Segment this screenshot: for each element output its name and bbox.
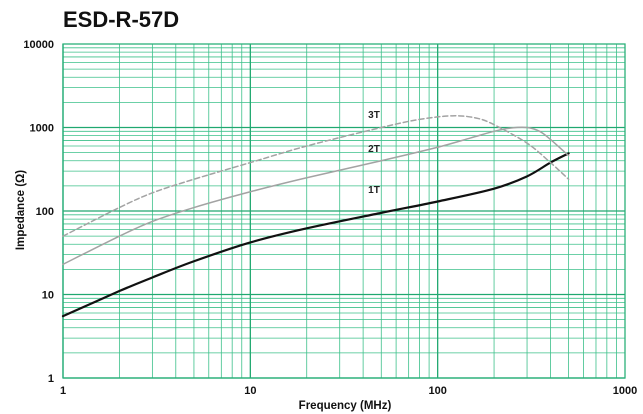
series-line-3t [62, 115, 570, 237]
series-labels: 1T 2T 3T [368, 110, 380, 196]
y-tick-label: 1 [48, 373, 54, 385]
y-tick-label: 10 [42, 290, 54, 302]
series-line-2t [62, 126, 570, 266]
y-tick-labels: 1 10 100 1000 10000 [23, 39, 54, 385]
series-label-3t: 3T [368, 110, 380, 121]
plot-frame [62, 43, 626, 379]
y-tick-label: 1000 [30, 123, 54, 135]
x-tick-label: 1000 [613, 385, 637, 397]
y-axis-label: Impedance (Ω) [15, 170, 27, 250]
series-label-2t: 2T [368, 144, 380, 155]
x-tick-label: 1 [60, 385, 66, 397]
series-layer [61, 115, 570, 318]
series-label-1t: 1T [368, 185, 380, 196]
y-tick-label: 10000 [23, 39, 54, 51]
x-tick-label: 10 [244, 385, 256, 397]
y-tick-label: 100 [36, 206, 54, 218]
x-tick-label: 100 [428, 385, 446, 397]
series-line-1t [61, 152, 570, 318]
chart-title: ESD-R-57D [63, 7, 179, 32]
x-tick-labels: 1 10 100 1000 [60, 385, 637, 397]
x-axis-label: Frequency (MHz) [299, 400, 392, 412]
